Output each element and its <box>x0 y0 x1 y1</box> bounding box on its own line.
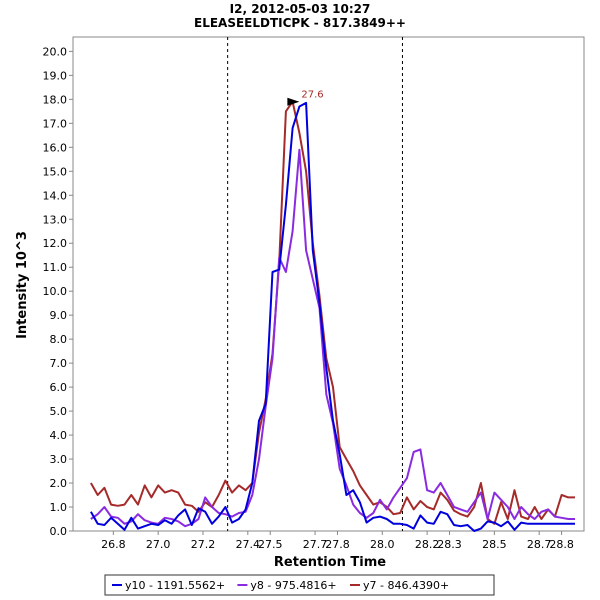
x-tick-label: 27.8 <box>325 538 350 551</box>
x-tick-label: 27.0 <box>146 538 171 551</box>
y-tick-label: 2.0 <box>50 477 68 490</box>
x-tick-label: 28.2 <box>415 538 440 551</box>
x-axis: 26.8 27.0 27.2 27.427.5 27.727.8 28.0 28.228.3… <box>101 531 574 551</box>
x-tick-label: 27.5 <box>258 538 283 551</box>
chart-title: I2, 2012-05-03 10:27 <box>230 2 371 16</box>
y-axis: 0.0 1.0 2.0 3.0 4.0 5.0 6.0 7.0 8.0 9.0 10.0 11.0 12… <box>43 45 73 538</box>
series-line <box>90 101 575 532</box>
y-tick-label: 11.0 <box>43 261 68 274</box>
y-tick-label: 18.0 <box>43 93 68 106</box>
y-tick-label: 15.0 <box>43 165 68 178</box>
y-tick-label: 12.0 <box>43 237 68 250</box>
legend: y10 - 1191.5562+ y8 - 975.4816+ y7 - 846.4… <box>104 574 495 596</box>
x-tick-label: 27.7 <box>303 538 328 551</box>
y-tick-label: 19.0 <box>43 69 68 82</box>
peak-label: 27.6 <box>301 90 323 101</box>
legend-box <box>104 574 495 596</box>
x-tick-label: 27.2 <box>191 538 216 551</box>
y-tick-label: 9.0 <box>50 309 68 322</box>
y-tick-label: 14.0 <box>43 189 68 202</box>
series-line <box>90 100 575 525</box>
y-tick-label: 7.0 <box>50 357 68 370</box>
y-tick-label: 1.0 <box>50 501 68 514</box>
plot-area: 0.0 1.0 2.0 3.0 4.0 5.0 6.0 7.0 8.0 9.0 10.0 11.0 12… <box>43 36 585 551</box>
y-tick-label: 20.0 <box>43 45 68 58</box>
boundary-lines <box>227 37 403 531</box>
y-tick-label: 3.0 <box>50 453 68 466</box>
y-tick-label: 16.0 <box>43 141 68 154</box>
x-tick-label: 27.4 <box>236 538 261 551</box>
x-tick-label: 28.0 <box>370 538 395 551</box>
x-axis-label: Retention Time <box>274 555 386 570</box>
legend-label: y10 - 1191.5562+ <box>125 579 225 592</box>
x-tick-label: 28.5 <box>482 538 507 551</box>
y-tick-label: 13.0 <box>43 213 68 226</box>
peak-annotation: 27.6 <box>287 90 324 106</box>
y-tick-label: 8.0 <box>50 333 68 346</box>
y-axis-label: Intensity 10^3 <box>15 231 30 339</box>
y-tick-label: 6.0 <box>50 381 68 394</box>
x-tick-label: 26.8 <box>101 538 126 551</box>
y-tick-label: 10.0 <box>43 285 68 298</box>
x-tick-label: 28.3 <box>437 538 462 551</box>
x-tick-label: 28.7 <box>527 538 552 551</box>
y-tick-label: 0.0 <box>50 525 68 538</box>
y-tick-label: 5.0 <box>50 405 68 418</box>
y-tick-label: 17.0 <box>43 117 68 130</box>
legend-label: y8 - 975.4816+ <box>250 579 336 592</box>
y-tick-label: 4.0 <box>50 429 68 442</box>
chart-subtitle: ELEASEELDTICPK - 817.3849++ <box>194 16 406 30</box>
legend-label: y7 - 846.4390+ <box>363 579 449 592</box>
series-lines <box>90 100 575 532</box>
x-tick-label: 28.8 <box>549 538 574 551</box>
plot-border <box>72 36 585 532</box>
peak-marker <box>287 97 300 106</box>
